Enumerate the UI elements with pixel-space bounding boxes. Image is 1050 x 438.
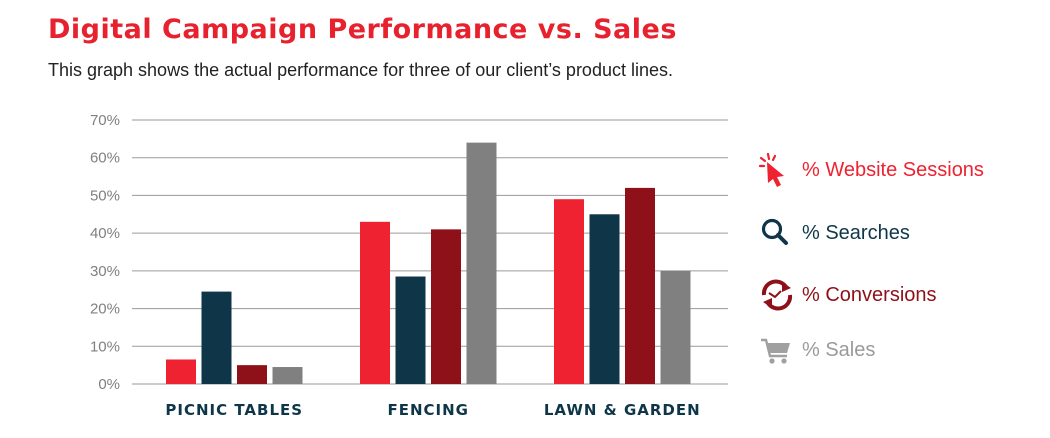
y-tick-label: 40% xyxy=(90,225,120,242)
chart-subtitle: This graph shows the actual performance … xyxy=(48,60,673,80)
legend-label: % Conversions xyxy=(802,283,937,306)
legend-label: % Sales xyxy=(802,338,876,361)
bar xyxy=(395,276,426,384)
x-category-label: PICNIC TABLES xyxy=(165,401,303,419)
y-tick-label: 0% xyxy=(98,376,120,393)
magnifier-icon xyxy=(758,215,798,251)
bar xyxy=(625,187,655,384)
shopping-cart-icon xyxy=(758,332,798,368)
bar-chart: 0% 10% 20% 30% 40% 50% 60% 70% PICNIC TABLES FENC… xyxy=(90,112,728,419)
chart-title: Digital Campaign Performance vs. Sales xyxy=(48,14,677,45)
y-tick-label: 10% xyxy=(90,338,120,355)
bar xyxy=(431,229,461,384)
legend-item-website-sessions: % Website Sessions xyxy=(758,152,984,188)
refresh-cycle-icon xyxy=(758,277,798,313)
bar xyxy=(360,221,390,384)
bar xyxy=(466,142,497,384)
y-tick-label: 60% xyxy=(90,150,120,167)
legend-item-sales: % Sales xyxy=(758,332,875,368)
bar xyxy=(166,359,196,384)
y-tick-label: 50% xyxy=(90,187,120,204)
bar xyxy=(201,291,232,384)
x-category-label: FENCING xyxy=(387,401,469,419)
legend-label: % Website Sessions xyxy=(802,158,984,181)
bar xyxy=(272,367,303,384)
bar xyxy=(660,270,691,384)
legend-label: % Searches xyxy=(802,221,910,244)
bar xyxy=(554,199,584,384)
y-tick-label: 70% xyxy=(90,112,120,129)
legend-item-searches: % Searches xyxy=(758,215,910,251)
legend-item-conversions: % Conversions xyxy=(758,277,937,313)
bar xyxy=(237,365,267,384)
cursor-click-icon xyxy=(758,152,798,188)
x-category-label: LAWN & GARDEN xyxy=(544,401,701,419)
y-tick-label: 20% xyxy=(90,301,120,318)
y-tick-label: 30% xyxy=(90,263,120,280)
bar xyxy=(589,214,620,384)
